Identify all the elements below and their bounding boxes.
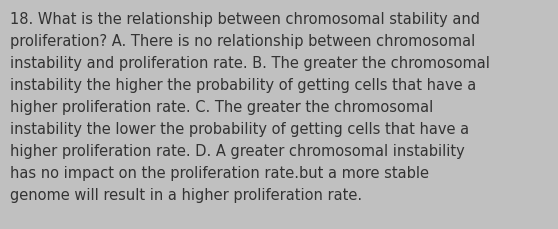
Text: instability the lower the probability of getting cells that have a: instability the lower the probability of… (10, 121, 469, 136)
Text: higher proliferation rate. D. A greater chromosomal instability: higher proliferation rate. D. A greater … (10, 143, 465, 158)
Text: 18. What is the relationship between chromosomal stability and: 18. What is the relationship between chr… (10, 12, 480, 27)
Text: instability and proliferation rate. B. The greater the chromosomal: instability and proliferation rate. B. T… (10, 56, 490, 71)
Text: genome will result in a higher proliferation rate.: genome will result in a higher prolifera… (10, 187, 362, 202)
Text: has no impact on the proliferation rate.but a more stable: has no impact on the proliferation rate.… (10, 165, 429, 180)
Text: higher proliferation rate. C. The greater the chromosomal: higher proliferation rate. C. The greate… (10, 100, 433, 114)
Text: instability the higher the probability of getting cells that have a: instability the higher the probability o… (10, 78, 476, 93)
Text: proliferation? A. There is no relationship between chromosomal: proliferation? A. There is no relationsh… (10, 34, 475, 49)
